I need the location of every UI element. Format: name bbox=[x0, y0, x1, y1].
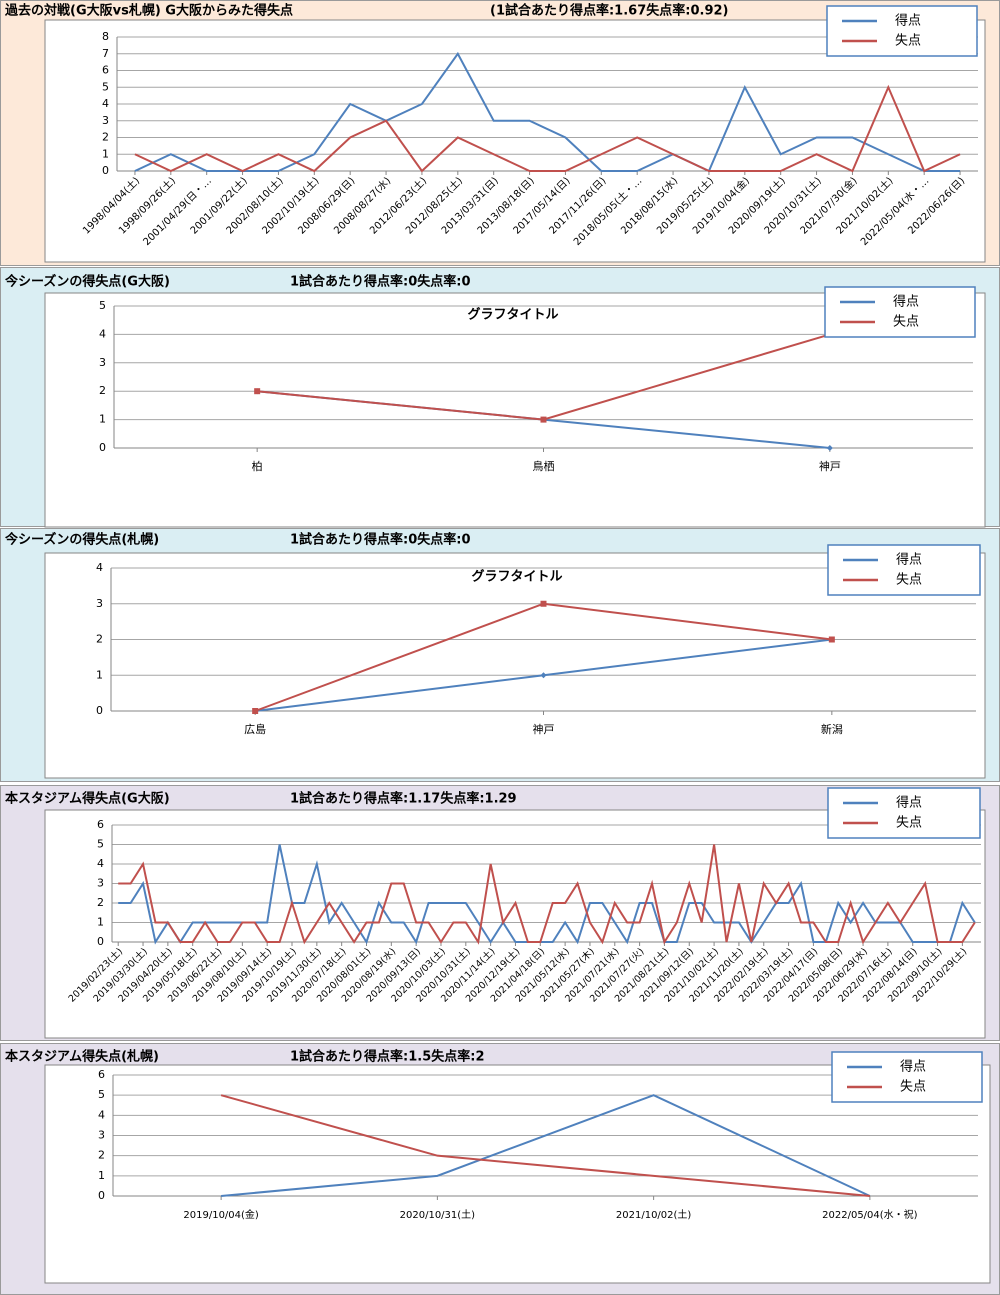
section-subtitle: 1試合あたり得点率:1.17失点率:1.29 bbox=[290, 791, 517, 807]
section-title: 本スタジアム得失点(札幌) bbox=[5, 1049, 159, 1065]
legend-label: 得点 bbox=[896, 552, 922, 568]
series-line bbox=[118, 844, 976, 945]
y-tick-label: 1 bbox=[96, 668, 103, 681]
y-tick-label: 2 bbox=[98, 1149, 105, 1162]
y-tick-label: 1 bbox=[102, 147, 109, 160]
marker bbox=[826, 445, 833, 451]
legend-box bbox=[827, 544, 981, 596]
series-line bbox=[118, 844, 976, 945]
y-tick-label: 7 bbox=[102, 47, 109, 60]
y-tick-label: 2 bbox=[102, 131, 109, 144]
legend-label: 失点 bbox=[893, 315, 919, 330]
marker bbox=[254, 388, 261, 395]
series-line bbox=[221, 1094, 871, 1197]
y-tick-label: 1 bbox=[97, 916, 104, 929]
marker bbox=[540, 416, 547, 423]
x-tick-label: 神戸 bbox=[819, 459, 841, 473]
chart-area bbox=[44, 19, 986, 263]
x-tick-label: 新潟 bbox=[821, 722, 843, 736]
section-subtitle: 1試合あたり得点率:1.5失点率:2 bbox=[290, 1049, 485, 1065]
y-tick-label: 8 bbox=[102, 30, 109, 43]
y-tick-label: 5 bbox=[98, 1088, 105, 1101]
x-tick-label: 2021/10/02(土) bbox=[616, 1208, 692, 1221]
marker bbox=[828, 636, 835, 643]
y-tick-label: 0 bbox=[102, 164, 109, 177]
legend-label: 失点 bbox=[895, 34, 921, 49]
series-line bbox=[134, 84, 961, 173]
y-tick-label: 2 bbox=[97, 896, 104, 909]
y-tick-label: 2 bbox=[99, 384, 106, 397]
y-tick-label: 3 bbox=[98, 1129, 105, 1142]
legend-label: 得点 bbox=[900, 1059, 926, 1075]
x-tick-label: 柏 bbox=[252, 459, 263, 473]
y-tick-label: 4 bbox=[97, 857, 104, 870]
legend-box bbox=[824, 286, 976, 338]
marker bbox=[252, 708, 259, 714]
x-tick-label: 神戸 bbox=[533, 722, 555, 736]
y-tick-label: 1 bbox=[99, 413, 106, 426]
series-line bbox=[134, 51, 961, 173]
marker bbox=[540, 672, 547, 679]
y-tick-label: 3 bbox=[96, 597, 103, 610]
y-tick-label: 3 bbox=[102, 114, 109, 127]
marker bbox=[540, 600, 547, 607]
legend-box bbox=[826, 5, 978, 57]
section-title: 本スタジアム得失点(G大阪) bbox=[5, 791, 170, 807]
y-tick-label: 4 bbox=[96, 561, 103, 574]
y-tick-label: 4 bbox=[98, 1108, 105, 1121]
y-tick-label: 0 bbox=[99, 441, 106, 454]
x-tick-label: 鳥栖 bbox=[533, 459, 555, 473]
legend-label: 得点 bbox=[895, 13, 921, 29]
chart-area bbox=[44, 809, 986, 1039]
y-tick-label: 0 bbox=[98, 1189, 105, 1202]
x-tick-label: 2019/10/04(金) bbox=[183, 1208, 259, 1221]
section-title: 今シーズンの得失点(G大阪) bbox=[4, 274, 170, 290]
section-subtitle: (1試合あたり得点率:1.67失点率:0.92) bbox=[490, 3, 728, 19]
plot-title: グラフタイトル bbox=[467, 307, 558, 323]
y-tick-label: 5 bbox=[99, 299, 106, 312]
plot-title: グラフタイトル bbox=[471, 569, 562, 585]
y-tick-label: 4 bbox=[99, 327, 106, 340]
y-tick-label: 6 bbox=[97, 818, 104, 831]
section-title: 過去の対戦(G大阪vs札幌) G大阪からみた得失点 bbox=[4, 3, 293, 19]
series-line bbox=[220, 1094, 870, 1197]
legend-box bbox=[827, 787, 981, 839]
y-tick-label: 3 bbox=[99, 356, 106, 369]
y-tick-label: 4 bbox=[102, 97, 109, 110]
x-tick-label: 2022/05/04(水・祝) bbox=[822, 1208, 918, 1221]
y-tick-label: 0 bbox=[96, 704, 103, 717]
legend-label: 得点 bbox=[896, 795, 922, 811]
section-title: 今シーズンの得失点(札幌) bbox=[4, 532, 159, 548]
y-tick-label: 6 bbox=[98, 1068, 105, 1081]
legend-box bbox=[831, 1051, 983, 1103]
x-tick-label: 2020/10/31(土) bbox=[400, 1208, 476, 1221]
y-tick-label: 2 bbox=[96, 633, 103, 646]
legend-label: 得点 bbox=[893, 294, 919, 310]
legend-label: 失点 bbox=[896, 816, 922, 831]
y-tick-label: 1 bbox=[98, 1169, 105, 1182]
section-subtitle: 1試合あたり得点率:0失点率:0 bbox=[290, 274, 471, 290]
x-tick-label: 広島 bbox=[244, 722, 266, 736]
legend-label: 失点 bbox=[896, 573, 922, 588]
legend-label: 失点 bbox=[900, 1080, 926, 1095]
section-subtitle: 1試合あたり得点率:0失点率:0 bbox=[290, 532, 471, 548]
y-tick-label: 3 bbox=[97, 877, 104, 890]
y-tick-label: 0 bbox=[97, 935, 104, 948]
y-tick-label: 5 bbox=[97, 838, 104, 851]
y-tick-label: 5 bbox=[102, 80, 109, 93]
y-tick-label: 6 bbox=[102, 64, 109, 77]
